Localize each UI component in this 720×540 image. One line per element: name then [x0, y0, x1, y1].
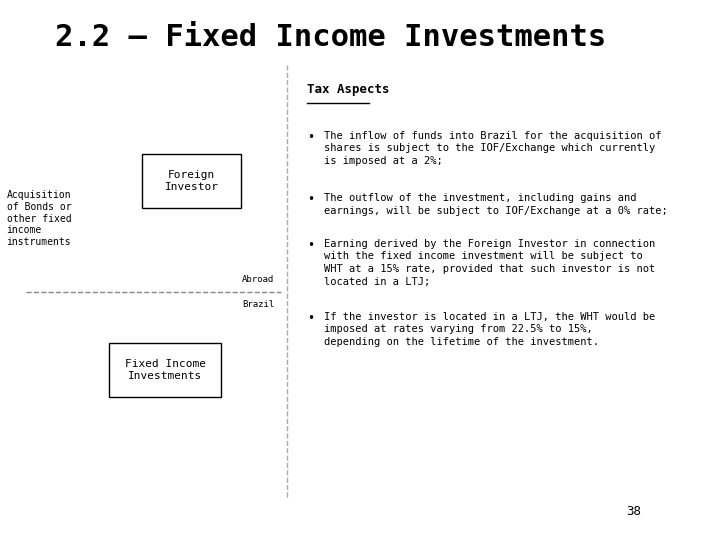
Text: The inflow of funds into Brazil for the acquisition of
shares is subject to the : The inflow of funds into Brazil for the … [324, 131, 661, 166]
Text: 2.2 – Fixed Income Investments: 2.2 – Fixed Income Investments [55, 23, 606, 52]
Text: •: • [307, 131, 314, 144]
Text: Fixed Income
Investments: Fixed Income Investments [125, 359, 206, 381]
Text: •: • [307, 193, 314, 206]
Text: 38: 38 [626, 505, 641, 518]
Text: If the investor is located in a LTJ, the WHT would be
imposed at rates varying f: If the investor is located in a LTJ, the… [324, 312, 655, 347]
Text: The outflow of the investment, including gains and
earnings, will be subject to : The outflow of the investment, including… [324, 193, 667, 215]
Text: Tax Aspects: Tax Aspects [307, 83, 390, 96]
Text: •: • [307, 239, 314, 252]
FancyBboxPatch shape [142, 154, 241, 208]
Text: Earning derived by the Foreign Investor in connection
with the fixed income inve: Earning derived by the Foreign Investor … [324, 239, 655, 287]
Text: •: • [307, 312, 314, 325]
FancyBboxPatch shape [109, 343, 221, 397]
Text: Brazil: Brazil [242, 300, 274, 309]
Text: Abroad: Abroad [242, 274, 274, 284]
Text: Foreign
Investor: Foreign Investor [165, 170, 219, 192]
Text: Acquisition
of Bonds or
other fixed
income
instruments: Acquisition of Bonds or other fixed inco… [6, 191, 71, 247]
